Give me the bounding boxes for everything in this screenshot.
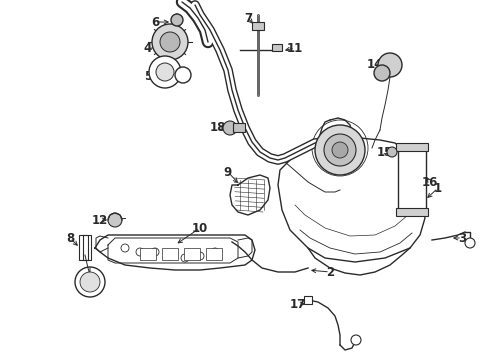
Ellipse shape xyxy=(75,267,105,297)
Bar xyxy=(396,208,428,216)
Ellipse shape xyxy=(151,248,159,256)
Ellipse shape xyxy=(108,213,122,227)
Bar xyxy=(398,145,426,210)
Bar xyxy=(304,296,312,304)
Text: 17: 17 xyxy=(290,297,306,310)
Ellipse shape xyxy=(465,238,475,248)
Text: 18: 18 xyxy=(210,121,226,135)
Bar xyxy=(233,123,245,132)
Text: 15: 15 xyxy=(377,145,393,158)
Ellipse shape xyxy=(196,252,204,260)
Ellipse shape xyxy=(374,65,390,81)
Text: 7: 7 xyxy=(244,12,252,24)
Text: 16: 16 xyxy=(422,175,438,189)
Bar xyxy=(140,248,156,260)
Ellipse shape xyxy=(318,126,362,170)
Ellipse shape xyxy=(181,254,189,262)
Ellipse shape xyxy=(160,32,180,52)
Bar xyxy=(272,44,282,51)
Text: 14: 14 xyxy=(367,58,383,72)
Ellipse shape xyxy=(156,63,174,81)
Text: 9: 9 xyxy=(224,166,232,179)
Bar xyxy=(206,248,222,260)
Ellipse shape xyxy=(387,147,397,157)
Text: 10: 10 xyxy=(192,221,208,234)
Text: 6: 6 xyxy=(151,15,159,28)
Ellipse shape xyxy=(152,24,188,60)
Text: 2: 2 xyxy=(326,266,334,279)
Text: 1: 1 xyxy=(434,181,442,194)
Text: 13: 13 xyxy=(317,141,333,154)
Text: 12: 12 xyxy=(92,213,108,226)
Text: 5: 5 xyxy=(144,69,152,82)
Ellipse shape xyxy=(223,121,237,135)
Ellipse shape xyxy=(332,142,348,158)
Ellipse shape xyxy=(378,53,402,77)
Polygon shape xyxy=(95,235,255,270)
Ellipse shape xyxy=(166,252,174,260)
Ellipse shape xyxy=(121,244,129,252)
Ellipse shape xyxy=(326,134,354,162)
Bar xyxy=(184,248,200,260)
Ellipse shape xyxy=(149,56,181,88)
Text: 4: 4 xyxy=(144,41,152,54)
Ellipse shape xyxy=(175,67,191,83)
Ellipse shape xyxy=(351,335,361,345)
Text: 11: 11 xyxy=(287,41,303,54)
Text: 3: 3 xyxy=(458,231,466,244)
Bar xyxy=(162,248,178,260)
Ellipse shape xyxy=(315,125,365,175)
Text: 8: 8 xyxy=(66,231,74,244)
Ellipse shape xyxy=(324,134,356,166)
Ellipse shape xyxy=(136,248,144,256)
Bar xyxy=(396,143,428,151)
Bar xyxy=(79,235,91,260)
Polygon shape xyxy=(230,175,270,215)
Ellipse shape xyxy=(171,14,183,26)
Bar xyxy=(252,22,264,30)
Ellipse shape xyxy=(80,272,100,292)
Ellipse shape xyxy=(211,248,219,256)
